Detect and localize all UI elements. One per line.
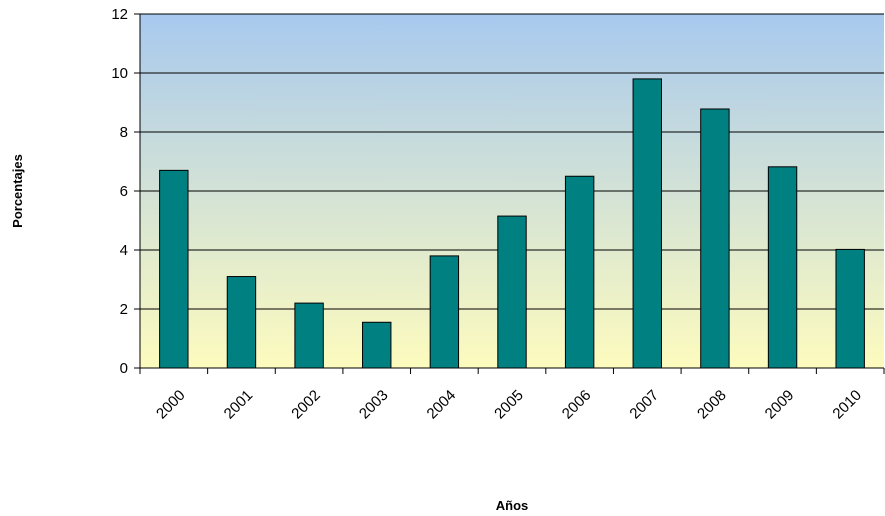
x-tick-label: 2007 [626, 387, 662, 423]
y-tick-label: 8 [120, 124, 128, 141]
x-tick-label: 2001 [221, 387, 257, 423]
x-tick-labels: 2000 2001 2002 2003 2004 2005 2006 2007 2008 2009… [153, 387, 865, 423]
bar-2003 [362, 321, 392, 369]
y-tick-label: 10 [111, 65, 128, 82]
x-axis-title: Años [496, 498, 529, 513]
x-tick-label: 2004 [424, 387, 460, 423]
y-tick-label: 0 [120, 360, 128, 377]
bar-2000 [159, 169, 189, 369]
y-tick-label: 2 [120, 301, 128, 318]
y-axis-title: Porcentajes [10, 154, 25, 228]
bar-2007 [632, 78, 662, 369]
bar-2008 [700, 108, 730, 369]
bar-2009 [767, 166, 798, 369]
bar-2004 [429, 255, 460, 369]
y-tick-labels: 0 2 4 6 8 10 12 [111, 6, 128, 377]
x-tick-label: 2000 [153, 387, 189, 423]
x-tick-label: 2003 [356, 387, 392, 423]
x-tick-label: 2009 [762, 387, 798, 423]
x-tick-label: 2006 [559, 387, 595, 423]
axes [134, 13, 885, 374]
x-tick-label: 2010 [829, 387, 865, 423]
y-tick-label: 12 [111, 6, 128, 23]
x-tick-label: 2002 [288, 387, 324, 423]
bar-2005 [497, 215, 527, 369]
x-tick-label: 2005 [491, 387, 527, 423]
bar-2006 [564, 175, 595, 369]
x-tick-label: 2008 [694, 387, 730, 423]
bar-2001 [226, 276, 257, 369]
y-tick-label: 6 [120, 183, 128, 200]
bar-2010 [835, 248, 865, 369]
bar-2002 [294, 302, 324, 369]
y-tick-label: 4 [120, 242, 128, 259]
